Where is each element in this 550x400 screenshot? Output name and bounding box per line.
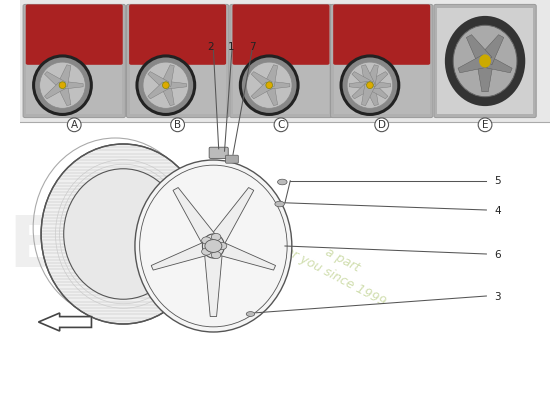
Ellipse shape (278, 179, 287, 185)
FancyBboxPatch shape (26, 4, 123, 65)
Bar (26, 8, 122, 114)
Polygon shape (63, 81, 83, 89)
Polygon shape (148, 72, 169, 88)
Polygon shape (370, 81, 390, 89)
Polygon shape (211, 239, 276, 270)
Ellipse shape (139, 58, 193, 113)
Polygon shape (204, 246, 223, 316)
Ellipse shape (246, 62, 292, 108)
Polygon shape (166, 81, 186, 89)
Polygon shape (352, 72, 373, 88)
Circle shape (217, 242, 227, 250)
Circle shape (211, 251, 221, 258)
Ellipse shape (453, 25, 517, 97)
Text: 4: 4 (494, 206, 501, 216)
Polygon shape (482, 55, 512, 73)
Text: B: B (174, 120, 181, 130)
Bar (130, 8, 225, 114)
FancyBboxPatch shape (331, 4, 433, 118)
Ellipse shape (239, 54, 300, 116)
Text: 3: 3 (494, 292, 501, 302)
Ellipse shape (242, 58, 296, 113)
Polygon shape (361, 84, 375, 106)
Circle shape (211, 234, 221, 241)
Ellipse shape (202, 234, 224, 258)
Polygon shape (45, 72, 65, 88)
FancyBboxPatch shape (233, 4, 329, 65)
Polygon shape (349, 81, 370, 89)
Polygon shape (478, 35, 504, 65)
Text: D: D (378, 120, 386, 130)
Ellipse shape (40, 62, 85, 108)
Ellipse shape (41, 144, 206, 324)
Polygon shape (269, 81, 290, 89)
Ellipse shape (135, 54, 196, 116)
FancyBboxPatch shape (333, 4, 430, 65)
Text: 2: 2 (207, 42, 214, 52)
Polygon shape (57, 65, 71, 86)
Circle shape (205, 240, 222, 252)
FancyBboxPatch shape (209, 147, 228, 158)
Polygon shape (173, 188, 221, 250)
Text: EU: EU (8, 214, 116, 282)
Polygon shape (264, 84, 278, 106)
Polygon shape (367, 72, 388, 88)
Text: 5: 5 (494, 176, 501, 186)
Text: 6: 6 (494, 250, 501, 260)
Polygon shape (352, 82, 373, 99)
Polygon shape (161, 65, 174, 86)
Bar (233, 8, 329, 114)
Bar (437, 8, 533, 114)
Polygon shape (264, 65, 278, 86)
Ellipse shape (343, 58, 397, 113)
Text: a part
for you since 1999: a part for you since 1999 (279, 227, 397, 309)
Ellipse shape (445, 16, 525, 106)
Ellipse shape (367, 82, 373, 88)
FancyBboxPatch shape (129, 4, 226, 65)
Ellipse shape (339, 54, 400, 116)
Ellipse shape (347, 62, 393, 108)
Ellipse shape (479, 54, 491, 68)
Polygon shape (477, 61, 493, 92)
Ellipse shape (162, 82, 169, 88)
Ellipse shape (246, 312, 255, 316)
Polygon shape (39, 313, 91, 331)
Ellipse shape (275, 201, 284, 207)
Bar (20, 0, 550, 122)
FancyBboxPatch shape (434, 4, 536, 118)
Polygon shape (251, 82, 272, 99)
Text: E: E (482, 120, 488, 130)
Text: A: A (70, 120, 78, 130)
FancyBboxPatch shape (230, 4, 332, 118)
Polygon shape (57, 84, 71, 106)
Polygon shape (206, 188, 254, 250)
Polygon shape (361, 65, 375, 86)
Bar (334, 8, 430, 114)
Polygon shape (458, 55, 488, 73)
Ellipse shape (64, 169, 183, 299)
FancyBboxPatch shape (126, 4, 229, 118)
Polygon shape (251, 72, 272, 88)
FancyBboxPatch shape (226, 155, 238, 163)
Polygon shape (466, 35, 492, 65)
Ellipse shape (35, 58, 90, 113)
Text: C: C (277, 120, 285, 130)
Ellipse shape (59, 82, 66, 88)
Polygon shape (148, 82, 169, 99)
Polygon shape (365, 84, 378, 106)
Ellipse shape (135, 160, 292, 332)
Text: 7: 7 (249, 42, 255, 52)
Ellipse shape (266, 82, 273, 88)
Polygon shape (367, 82, 388, 99)
Polygon shape (365, 65, 378, 86)
Text: 1: 1 (228, 42, 234, 52)
Polygon shape (161, 84, 174, 106)
Ellipse shape (32, 54, 93, 116)
Polygon shape (45, 82, 65, 99)
FancyBboxPatch shape (23, 4, 125, 118)
Ellipse shape (143, 62, 189, 108)
Circle shape (202, 248, 211, 255)
Polygon shape (151, 239, 216, 270)
Circle shape (202, 237, 211, 244)
